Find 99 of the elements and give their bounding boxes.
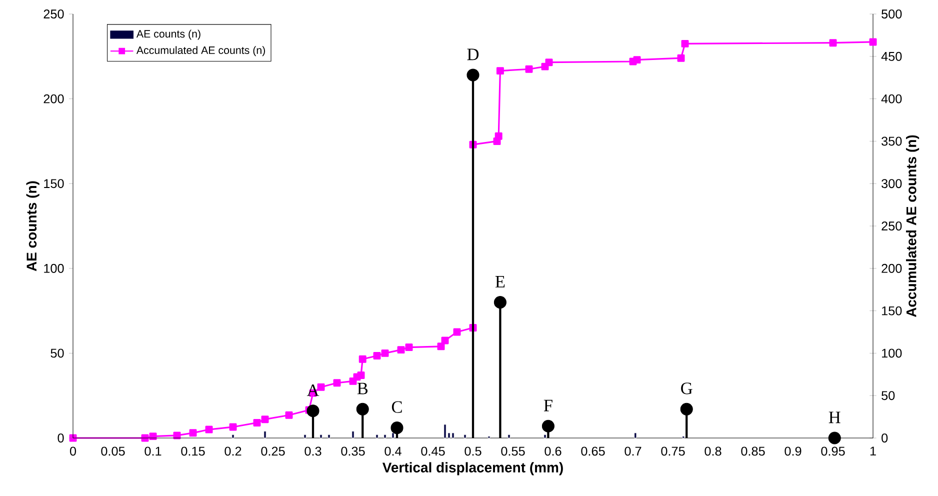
bar [320, 434, 322, 438]
x-tick-label: 0.2 [224, 446, 242, 456]
y2-tick-label: 50 [882, 391, 895, 400]
bar [376, 434, 378, 438]
y-tick-label: 100 [44, 264, 64, 273]
x-tick-label: 0.55 [501, 446, 525, 456]
bar [352, 430, 354, 438]
point [681, 40, 689, 48]
point [525, 65, 533, 73]
point [358, 355, 366, 363]
point [441, 336, 449, 344]
annotation: E [495, 276, 505, 288]
annotation: A [306, 384, 320, 396]
point [253, 419, 261, 426]
y2-tick-label: 500 [882, 10, 902, 18]
point [545, 58, 553, 66]
point [437, 342, 445, 350]
bar [392, 432, 394, 438]
x-tick-label: 0.75 [661, 446, 685, 456]
x-tick-label: 0.8 [704, 446, 722, 456]
point [453, 328, 461, 336]
y-tick-label: 150 [44, 179, 64, 188]
x-tick-label: 0.9 [784, 446, 802, 456]
point [405, 344, 413, 351]
x-tick-label: 0.6 [544, 446, 562, 456]
x-tick-label: 0.35 [341, 446, 365, 456]
x-tick-label: 0.85 [741, 446, 765, 456]
y-tick-label: 250 [44, 10, 64, 18]
annotation: B [357, 382, 368, 394]
point [357, 372, 365, 379]
y2-tick-label: 250 [882, 222, 902, 230]
point [677, 54, 685, 62]
annotation: C [392, 401, 402, 413]
point [261, 416, 269, 424]
y2-tick-label: 400 [881, 94, 902, 104]
y-tick-label: 0 [58, 434, 64, 442]
bar [444, 424, 446, 438]
y2-tick-label: 450 [881, 52, 902, 61]
x-tick-label: 0.45 [421, 446, 445, 456]
point [373, 352, 381, 360]
bar [384, 434, 386, 438]
x-tick-label: 0.15 [181, 446, 205, 456]
point [229, 423, 237, 431]
bar [232, 434, 234, 438]
point [869, 38, 877, 46]
point [494, 132, 502, 140]
x-tick-label: 0.4 [384, 446, 402, 456]
annotation: H [828, 412, 840, 424]
x-tick-label: 0.5 [464, 446, 482, 456]
point [205, 426, 213, 434]
annotation: D [467, 48, 479, 60]
point [828, 432, 841, 444]
x-tick-label: 1 [870, 446, 876, 456]
legend-label: Accumulated AE counts (n) [136, 46, 265, 56]
x-tick-label: 0.95 [821, 446, 845, 456]
point [466, 68, 480, 82]
x-tick-label: 0.7 [624, 446, 642, 456]
bar [264, 430, 266, 438]
x-tick-label: 0.65 [581, 446, 605, 456]
bar [304, 434, 306, 438]
y2-axis-title: Accumulated AE counts (n) [906, 135, 920, 318]
bar [634, 432, 637, 438]
point [494, 296, 506, 309]
annotation: G [681, 382, 692, 394]
point [829, 39, 837, 47]
y2-tick-label: 100 [882, 348, 902, 358]
bar [464, 434, 466, 438]
point [390, 422, 404, 434]
y-tick-label: 50 [50, 348, 64, 358]
point [542, 420, 554, 432]
point [285, 411, 293, 419]
bar [544, 434, 546, 438]
point [381, 349, 389, 357]
point [633, 56, 641, 64]
x-tick-label: 0 [70, 446, 76, 456]
annotation: F [544, 400, 552, 412]
point [189, 429, 197, 437]
point [496, 67, 504, 75]
legend-label: AE counts (n) [136, 30, 200, 40]
point [397, 346, 405, 354]
bar [328, 434, 330, 438]
x-tick-label: 0.3 [304, 446, 322, 456]
bar [452, 432, 454, 438]
y2-tick-label: 150 [882, 306, 902, 316]
x-tick-label: 0.05 [101, 446, 125, 456]
y2-tick-label: 350 [882, 136, 902, 146]
point [356, 402, 369, 416]
y-axis-title: AE counts (n) [26, 181, 40, 272]
y-tick-label: 200 [44, 94, 64, 104]
bar [508, 434, 510, 438]
x-tick-label: 0.1 [144, 446, 162, 456]
y2-tick-label: 0 [882, 434, 888, 442]
x-tick-label: 0.25 [261, 446, 285, 456]
x-axis-title: Vertical displacement (mm) [382, 462, 563, 476]
point [306, 404, 320, 418]
y2-tick-label: 200 [882, 264, 902, 273]
point [333, 379, 341, 387]
y2-tick-label: 300 [882, 179, 902, 188]
point [680, 402, 693, 416]
